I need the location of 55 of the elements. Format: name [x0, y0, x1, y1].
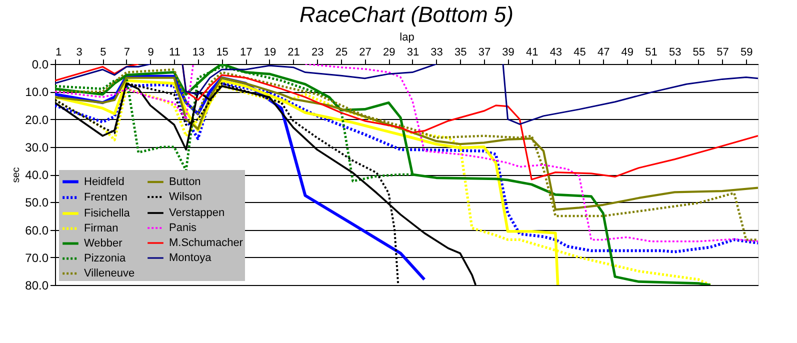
- x-tick-label: 49: [621, 46, 634, 58]
- x-tick-label: 13: [192, 46, 205, 58]
- y-tick-label: 40.0: [25, 168, 49, 182]
- legend-label: Wilson: [169, 191, 202, 203]
- x-tick-label: 7: [124, 46, 130, 58]
- y-axis-title: sec: [11, 167, 22, 183]
- x-tick-label: 39: [502, 46, 514, 58]
- x-tick-label: 47: [597, 46, 610, 58]
- y-tick-label: 60.0: [25, 223, 49, 238]
- y-tick-label: 50.0: [25, 196, 49, 210]
- legend-label: Pizzonia: [84, 252, 126, 264]
- x-tick-label: 55: [692, 46, 706, 58]
- legend-label: Button: [169, 176, 201, 188]
- x-tick-label: 23: [312, 46, 324, 58]
- legend-label: Montoya: [169, 252, 212, 264]
- x-tick-label: 17: [240, 46, 252, 58]
- x-tick-label: 9: [148, 46, 154, 58]
- x-tick-label: 41: [526, 46, 538, 58]
- legend-label: M.Schumacher: [169, 237, 244, 249]
- legend-label: Fisichella: [84, 208, 131, 220]
- chart-title: RaceChart (Bottom 5): [300, 2, 514, 27]
- x-tick-label: 5: [100, 46, 106, 58]
- x-tick-label: 19: [264, 46, 276, 58]
- x-tick-label: 31: [406, 46, 420, 58]
- x-tick-label: 25: [335, 46, 348, 58]
- y-tick-label: 70.0: [25, 250, 49, 265]
- x-tick-label: 1: [56, 46, 62, 58]
- x-tick-label: 35: [454, 46, 467, 58]
- x-tick-label: 33: [430, 46, 443, 58]
- x-tick-label: 3: [76, 46, 82, 58]
- x-tick-label: 51: [645, 46, 658, 58]
- y-tick-label: 0.0: [32, 58, 49, 72]
- x-tick-label: 11: [168, 46, 180, 58]
- legend-label: Frentzen: [84, 192, 128, 204]
- legend-label: Panis: [169, 222, 198, 234]
- x-tick-label: 45: [574, 46, 586, 58]
- x-tick-label: 57: [716, 46, 729, 58]
- y-tick-label: 80.0: [25, 278, 49, 292]
- x-tick-label: 43: [550, 46, 562, 58]
- x-axis-title: lap: [400, 32, 414, 44]
- y-tick-label: 20.0: [25, 112, 49, 127]
- x-tick-label: 27: [359, 46, 372, 58]
- legend-label: Villeneuve: [84, 268, 135, 280]
- x-tick-label: 59: [740, 46, 753, 58]
- y-tick-label: 30.0: [25, 140, 49, 154]
- legend-label: Webber: [84, 238, 123, 250]
- legend-label: Heidfeld: [84, 176, 124, 188]
- legend-label: Verstappen: [169, 207, 225, 219]
- x-tick-label: 37: [478, 46, 491, 58]
- x-tick-label: 21: [288, 46, 300, 58]
- legend-label: Firman: [84, 222, 118, 234]
- x-tick-label: 29: [383, 46, 396, 58]
- x-tick-label: 15: [216, 46, 228, 58]
- y-tick-label: 10.0: [25, 85, 49, 100]
- x-tick-label: 53: [668, 46, 682, 58]
